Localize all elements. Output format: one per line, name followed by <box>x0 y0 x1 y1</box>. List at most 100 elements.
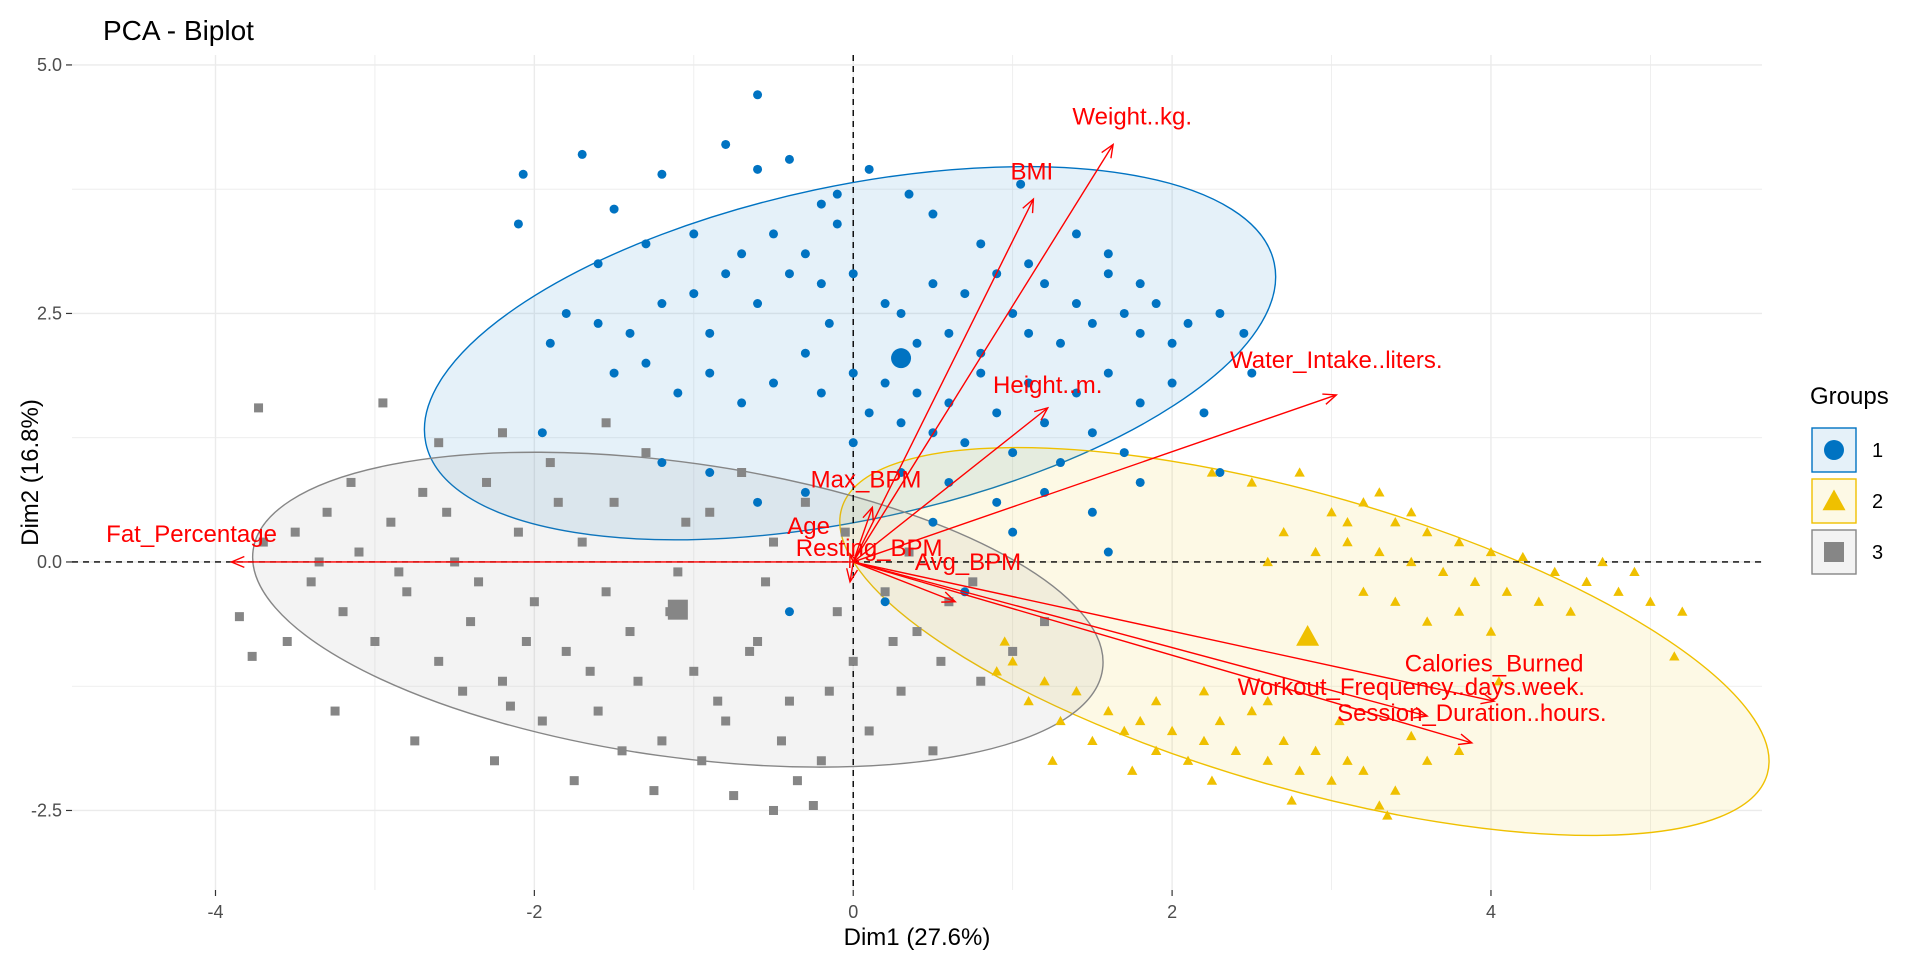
arrowhead-Resting_BPM <box>846 568 859 584</box>
point-group-2 <box>1453 745 1465 755</box>
point-group-1 <box>784 607 794 617</box>
arrowhead-Fat_Percentage <box>229 555 245 569</box>
point-group-1 <box>864 408 874 418</box>
point-group-1 <box>1016 179 1026 189</box>
point-group-1 <box>1087 428 1097 438</box>
point-group-2 <box>999 636 1010 646</box>
point-group-3 <box>657 736 667 746</box>
point-group-2 <box>1119 725 1130 736</box>
point-group-1 <box>992 497 1002 507</box>
point-group-3 <box>840 527 850 537</box>
point-group-2 <box>1374 546 1385 557</box>
point-group-1 <box>976 239 986 249</box>
point-group-2 <box>1613 586 1624 596</box>
point-group-1 <box>1087 507 1097 517</box>
variable-label: Calories_Burned <box>1405 650 1584 677</box>
point-group-2 <box>1182 755 1194 765</box>
point-group-3 <box>569 776 579 786</box>
point-group-1 <box>577 149 587 159</box>
point-group-1 <box>1247 368 1257 378</box>
arrowhead-Session_Duration..hours. <box>1457 733 1474 746</box>
arrow-Water_Intake..liters. <box>852 394 1337 563</box>
legend-label-1: 1 <box>1872 440 1883 462</box>
point-group-3 <box>537 716 547 726</box>
point-group-3 <box>545 458 555 468</box>
point-group-3 <box>769 805 779 815</box>
point-group-1 <box>705 328 715 338</box>
point-group-1 <box>609 368 619 378</box>
point-group-1 <box>1040 279 1050 289</box>
point-group-1 <box>896 308 906 318</box>
arrowhead-Water_Intake..liters. <box>1322 393 1339 405</box>
point-group-1 <box>657 299 667 309</box>
point-group-1 <box>864 164 874 174</box>
point-group-2 <box>1469 576 1481 586</box>
left-margin-mask <box>0 55 72 890</box>
point-group-1 <box>1119 448 1129 458</box>
point-group-2 <box>1135 715 1146 726</box>
point-group-3 <box>553 497 563 507</box>
point-group-3 <box>561 646 571 656</box>
point-group-3 <box>505 701 515 711</box>
x-axis-title: Dim1 (27.6%) <box>844 924 991 951</box>
point-group-2 <box>1198 735 1210 746</box>
point-group-1 <box>1008 527 1018 537</box>
point-group-1 <box>1135 279 1145 289</box>
point-group-3 <box>442 507 452 517</box>
point-group-2 <box>1310 745 1321 755</box>
point-group-1 <box>1135 477 1145 487</box>
point-group-1 <box>1167 378 1177 388</box>
point-group-2 <box>1382 810 1393 820</box>
point-group-2 <box>1206 467 1218 477</box>
point-group-1 <box>625 328 635 338</box>
point-group-1 <box>1239 328 1249 338</box>
point-group-1 <box>904 189 914 199</box>
point-group-1 <box>1071 229 1081 239</box>
point-group-3 <box>254 403 264 413</box>
point-group-1 <box>1024 259 1034 269</box>
point-group-3 <box>697 756 707 766</box>
point-group-3 <box>306 577 316 587</box>
point-group-1 <box>753 497 763 507</box>
point-group-1 <box>880 378 890 388</box>
arrow-Calories_Burned <box>853 561 1495 702</box>
point-group-2 <box>1334 715 1345 726</box>
point-group-2 <box>1422 755 1433 765</box>
point-group-2 <box>1007 656 1018 666</box>
point-group-1 <box>657 458 667 468</box>
point-group-3 <box>896 686 906 696</box>
point-group-2 <box>1501 586 1513 596</box>
point-group-3 <box>497 676 507 686</box>
reference-lines <box>72 55 1762 890</box>
point-group-1 <box>641 239 651 249</box>
point-group-3 <box>928 746 938 756</box>
point-group-3 <box>832 607 842 617</box>
arrow-Session_Duration..hours. <box>853 561 1473 744</box>
variable-label: Resting_BPM <box>796 535 943 562</box>
variable-label: Height..m. <box>993 372 1102 399</box>
point-group-3 <box>513 527 523 537</box>
point-group-3 <box>577 537 587 547</box>
legend-marker-3 <box>1824 542 1844 562</box>
point-group-1 <box>832 189 842 199</box>
point-group-2 <box>1262 695 1273 706</box>
point-group-1 <box>1135 398 1145 408</box>
point-group-3 <box>745 646 755 656</box>
y-tick-label: 2.5 <box>37 303 62 323</box>
point-group-2 <box>1278 735 1289 746</box>
point-group-2 <box>1055 715 1066 726</box>
point-group-3 <box>737 468 747 477</box>
point-group-3 <box>904 547 914 557</box>
arrowhead-Weight..kg. <box>1101 142 1115 159</box>
point-group-2 <box>1406 730 1417 741</box>
point-group-1 <box>1103 249 1113 259</box>
point-group-1 <box>561 308 571 318</box>
point-group-3 <box>1040 617 1050 627</box>
point-group-3 <box>601 418 611 428</box>
point-group-1 <box>1151 299 1161 309</box>
point-group-2 <box>1294 765 1305 775</box>
point-group-3 <box>386 517 396 527</box>
point-group-3 <box>808 801 818 811</box>
point-group-2 <box>1493 676 1505 686</box>
